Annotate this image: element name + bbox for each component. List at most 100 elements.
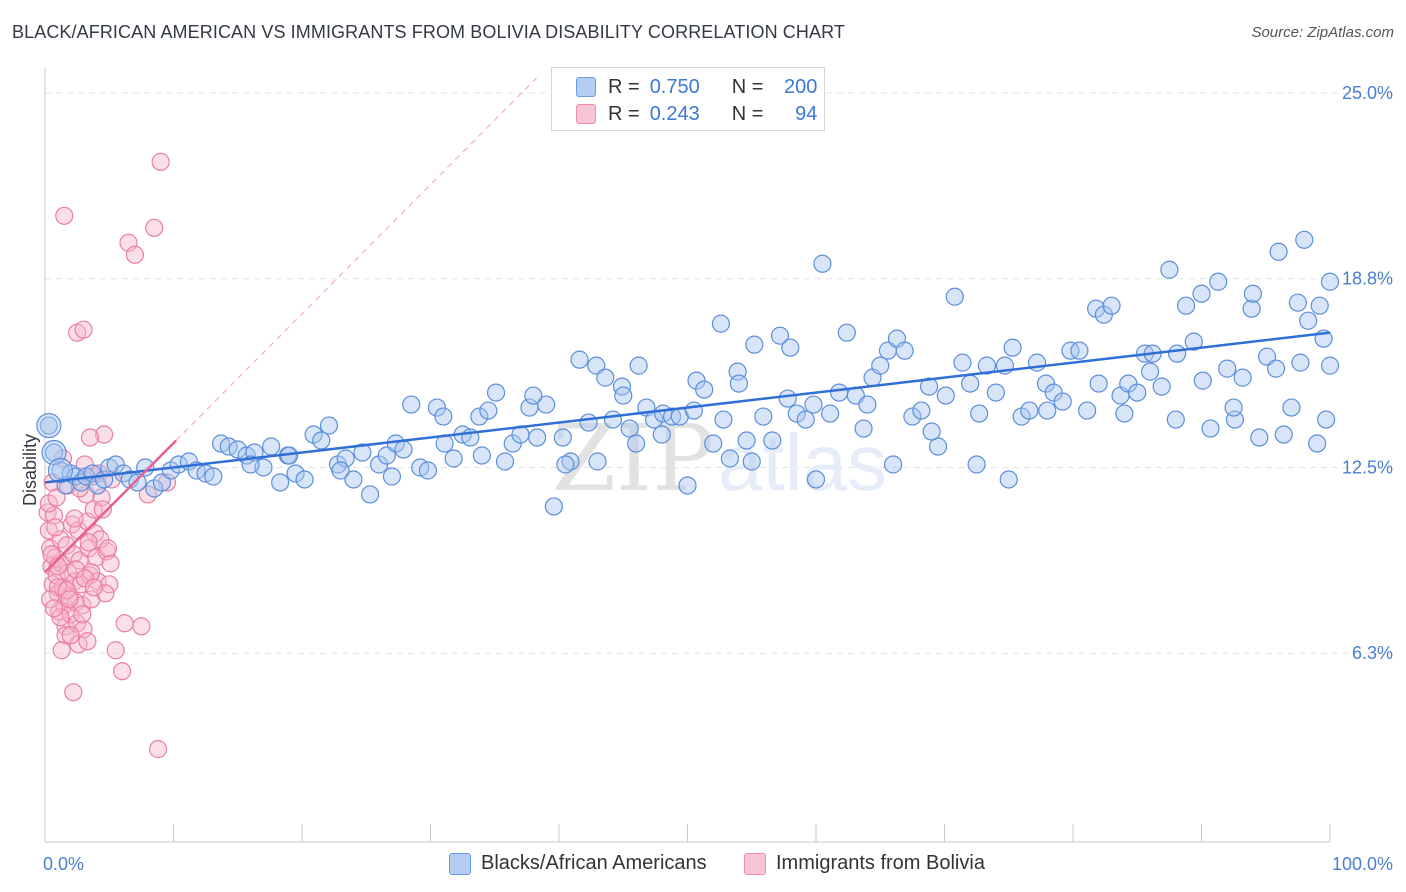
series-immigrants-bolivia bbox=[38, 152, 177, 759]
data-point-blacks bbox=[553, 428, 572, 447]
data-point-blacks bbox=[1274, 425, 1293, 444]
data-point-blacks bbox=[684, 401, 704, 420]
data-point-bolivia bbox=[84, 578, 103, 597]
data-point-blacks bbox=[603, 410, 623, 429]
data-point-bolivia bbox=[101, 554, 120, 573]
data-point-blacks bbox=[1209, 272, 1228, 291]
data-point-blacks bbox=[1269, 242, 1288, 261]
legend-row-bolivia: R = 0.243 N = 94 bbox=[552, 101, 817, 127]
data-point-blacks bbox=[596, 368, 615, 387]
data-point-blacks bbox=[614, 386, 633, 405]
data-point-blacks bbox=[486, 383, 506, 402]
legend-r-label: R = bbox=[608, 75, 640, 98]
data-point-bolivia bbox=[98, 539, 118, 558]
data-point-bolivia bbox=[79, 533, 98, 552]
data-point-blacks bbox=[796, 410, 815, 429]
data-point-blacks bbox=[967, 455, 986, 474]
data-point-blacks bbox=[961, 374, 980, 393]
data-point-blacks bbox=[806, 470, 826, 489]
data-point-blacks bbox=[344, 470, 363, 489]
data-point-blacks bbox=[1184, 332, 1203, 351]
data-point-blacks bbox=[1193, 371, 1212, 390]
legend-r-value: 0.243 bbox=[649, 102, 700, 125]
data-point-blacks bbox=[271, 473, 290, 492]
data-point-blacks bbox=[402, 395, 421, 414]
legend-label-blacks: Blacks/African Americans bbox=[481, 852, 707, 874]
data-point-blacks bbox=[312, 431, 331, 450]
data-point-blacks bbox=[36, 412, 62, 439]
data-point-blacks bbox=[39, 416, 58, 435]
data-point-blacks bbox=[1250, 428, 1269, 447]
legend-label-bolivia: Immigrants from Bolivia bbox=[776, 852, 985, 874]
data-point-blacks bbox=[745, 335, 764, 354]
data-point-blacks bbox=[1070, 341, 1089, 360]
data-point-blacks bbox=[528, 428, 547, 447]
data-point-bolivia bbox=[132, 617, 151, 636]
data-point-blacks bbox=[626, 434, 646, 453]
x-tick-label: 0.0% bbox=[43, 854, 84, 874]
data-point-blacks bbox=[1320, 272, 1340, 291]
legend-n-label: N = bbox=[731, 102, 764, 125]
data-point-blacks bbox=[711, 314, 731, 333]
data-point-blacks bbox=[1167, 344, 1187, 363]
data-point-blacks bbox=[1310, 296, 1329, 315]
data-point-blacks bbox=[778, 389, 797, 408]
grid-lines bbox=[45, 92, 1390, 654]
data-point-blacks bbox=[361, 485, 380, 504]
data-point-bolivia bbox=[60, 590, 79, 609]
data-point-blacks bbox=[1233, 368, 1252, 387]
data-point-blacks bbox=[262, 437, 281, 456]
legend-swatch-pink bbox=[744, 852, 766, 875]
data-point-blacks bbox=[883, 455, 903, 474]
data-point-blacks bbox=[763, 431, 782, 450]
data-point-blacks bbox=[382, 467, 402, 486]
data-point-blacks bbox=[858, 395, 877, 414]
legend-r-label: R = bbox=[608, 102, 640, 125]
data-point-blacks bbox=[336, 449, 355, 468]
data-point-blacks bbox=[1288, 293, 1307, 312]
data-point-blacks bbox=[821, 404, 840, 423]
correlation-legend: R = 0.750 N = 200 R = 0.243 N = 94 bbox=[551, 67, 825, 131]
data-point-blacks bbox=[295, 470, 314, 489]
data-point-blacks bbox=[588, 452, 607, 471]
data-point-blacks bbox=[579, 413, 598, 432]
legend-item-blacks[interactable]: Blacks/African Americans bbox=[449, 852, 707, 875]
data-point-bolivia bbox=[78, 632, 97, 651]
data-point-blacks bbox=[1176, 296, 1196, 315]
data-point-blacks bbox=[919, 377, 939, 396]
legend-r-value: 0.750 bbox=[649, 75, 700, 98]
data-point-blacks bbox=[737, 431, 756, 450]
data-point-bolivia bbox=[52, 641, 71, 660]
data-point-blacks bbox=[912, 401, 931, 420]
data-point-bolivia bbox=[51, 608, 70, 627]
data-point-blacks bbox=[570, 350, 589, 369]
data-point-blacks bbox=[1115, 404, 1134, 423]
data-point-blacks bbox=[286, 464, 305, 483]
data-point-bolivia bbox=[100, 575, 119, 594]
data-point-blacks bbox=[418, 461, 438, 480]
data-point-blacks bbox=[922, 422, 941, 441]
data-point-bolivia bbox=[145, 218, 164, 237]
data-point-blacks bbox=[128, 473, 147, 492]
data-point-blacks bbox=[1038, 401, 1057, 420]
series-legend: Blacks/African Americans Immigrants from… bbox=[0, 852, 1406, 878]
legend-item-bolivia[interactable]: Immigrants from Bolivia bbox=[744, 852, 985, 875]
data-point-blacks bbox=[495, 452, 515, 471]
trend-line-blacks bbox=[44, 331, 1331, 484]
data-point-blacks bbox=[470, 407, 489, 426]
data-point-bolivia bbox=[80, 428, 100, 447]
x-tick-label: 100.0% bbox=[1332, 854, 1393, 874]
data-point-blacks bbox=[1218, 359, 1237, 378]
trend-extension-bolivia bbox=[175, 77, 537, 441]
data-point-blacks bbox=[136, 458, 155, 477]
data-point-blacks bbox=[319, 416, 339, 435]
data-point-bolivia bbox=[106, 641, 125, 660]
data-point-bolivia bbox=[56, 626, 75, 645]
data-point-bolivia bbox=[41, 590, 60, 609]
data-point-blacks bbox=[427, 398, 447, 417]
data-point-blacks bbox=[1003, 338, 1022, 357]
data-point-blacks bbox=[444, 449, 463, 468]
legend-swatch-blue bbox=[449, 852, 471, 875]
data-point-blacks bbox=[1224, 398, 1243, 417]
